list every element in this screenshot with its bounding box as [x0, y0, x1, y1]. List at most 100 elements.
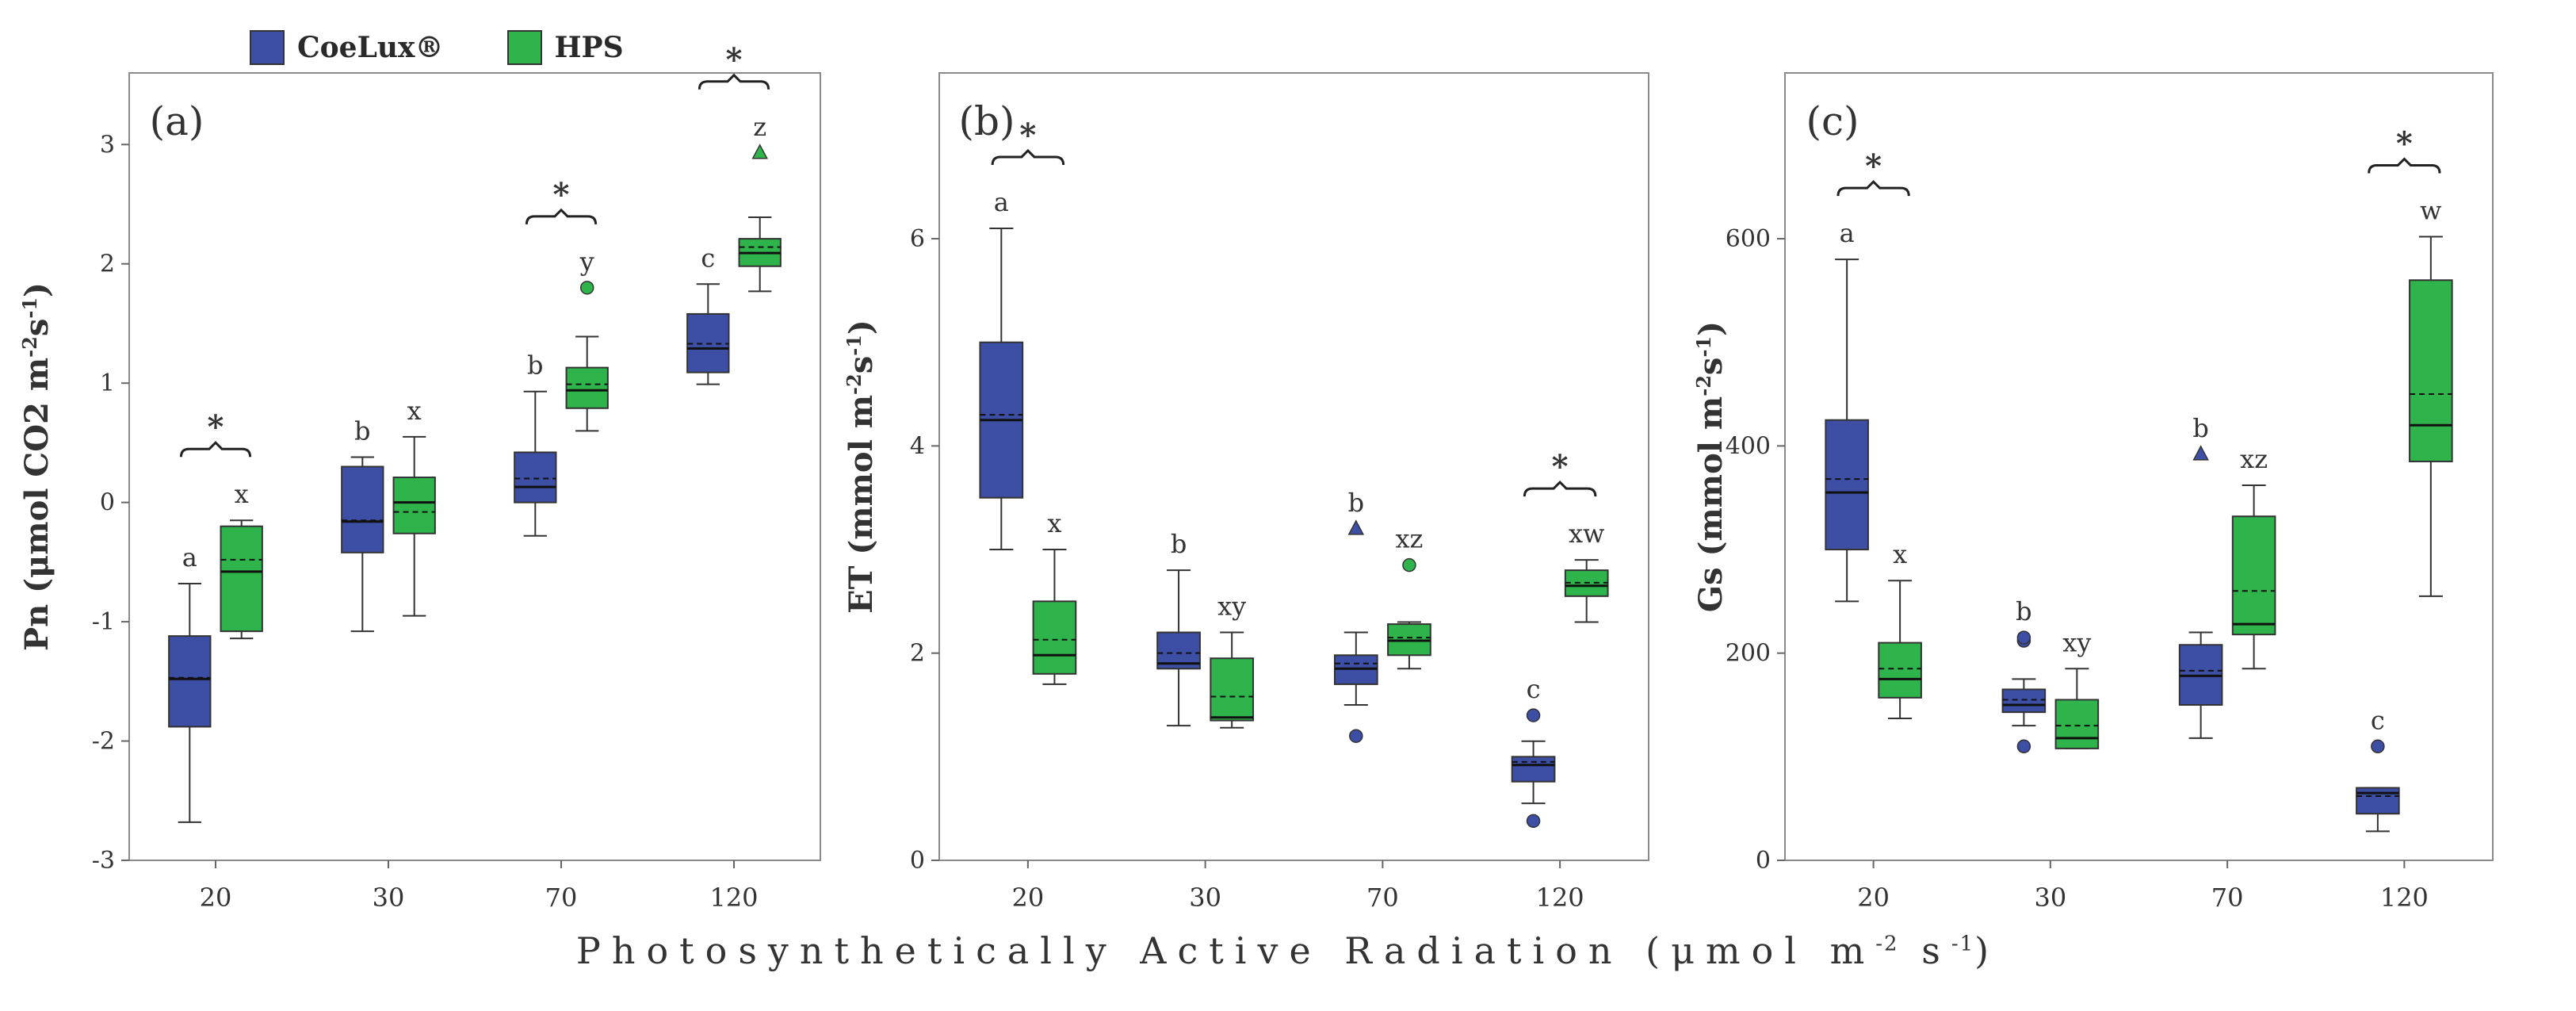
significance-asterisk: * [726, 41, 743, 79]
significance-bracket [698, 73, 770, 90]
legend-label-hps: HPS [554, 31, 624, 64]
box-iqr [220, 525, 263, 633]
box-hps-30: xy [2054, 627, 2100, 749]
outlier-point [1402, 557, 1416, 573]
outlier-point [2016, 739, 2031, 754]
plot-frame [938, 72, 1649, 861]
x-tick-label: 30 [1189, 883, 1221, 913]
panel-label: (a) [150, 98, 204, 144]
legend-swatch-hps [506, 30, 542, 65]
box-iqr [1032, 600, 1077, 675]
plot-frame [1784, 72, 2494, 861]
box-hps-120: w [2409, 195, 2453, 597]
y-axis-label: ET (mmol m-2s-1) [843, 320, 881, 614]
significance-letter: x [1893, 539, 1907, 569]
box-iqr [341, 465, 384, 553]
box-coelux-120: c [686, 243, 730, 385]
x-axis-unit-open: (μmol m [1645, 929, 1876, 972]
y-axis-label: Pn (μmol CO2 m-2s-1) [18, 282, 56, 651]
box-hps-70: xz [2231, 444, 2276, 670]
box-hps-20: x [1032, 508, 1077, 685]
significance-letter: z [753, 112, 766, 142]
y-axis-label-superscript: -1 [1692, 336, 1715, 358]
significance-letter: b [2192, 413, 2208, 443]
legend-item-hps: HPS [506, 30, 624, 65]
outlier-triangle [751, 144, 768, 159]
chart-panel-c: 0 200 400 600 20 30 70 120 (c) Gs (mmol m-2s-1) a b… [1692, 72, 2494, 913]
box-coelux-30: b [341, 416, 384, 633]
significance-letter: xy [2062, 627, 2091, 657]
y-tick-label: -3 [92, 847, 115, 875]
box-coelux-20: a [168, 542, 212, 823]
x-axis-title: Photosynthetically Active Radiation (μmo… [0, 929, 2576, 972]
box-hps-70: y [565, 247, 609, 432]
y-axis-label-part: ) [843, 320, 880, 335]
legend-swatch-coelux [250, 30, 285, 65]
outlier-triangle [2192, 445, 2209, 461]
legend-label-coelux: CoeLux® [297, 31, 444, 64]
x-tick-label: 30 [373, 883, 405, 913]
box-iqr [2356, 787, 2400, 815]
significance-letter: x [235, 479, 249, 509]
box-iqr [2231, 515, 2276, 636]
box-iqr [1511, 756, 1556, 783]
y-tick-label: 1 [100, 370, 115, 397]
y-axis-label-superscript: -1 [843, 335, 866, 356]
significance-letter: c [2371, 705, 2385, 735]
significance-letter: w [2420, 195, 2441, 225]
box-hps-120: xw [1564, 519, 1609, 623]
box-hps-30: xy [1210, 592, 1255, 729]
significance-asterisk: * [208, 408, 224, 446]
y-axis-label-part: ET (mmol m [843, 395, 880, 614]
x-tick-label: 30 [2035, 883, 2067, 913]
y-axis-label-part: s [18, 319, 55, 337]
y-tick-label: 4 [910, 432, 925, 460]
y-tick-label: 0 [1756, 847, 1771, 875]
significance-letter: b [527, 350, 543, 381]
box-coelux-20: a [979, 187, 1024, 551]
outlier-triangle [1347, 519, 1365, 535]
panel-label: (c) [1806, 98, 1859, 144]
y-axis-label-part: s [1692, 358, 1729, 376]
y-tick-label: 3 [100, 131, 115, 159]
x-tick-label: 120 [1536, 883, 1584, 913]
significance-letter: a [1840, 218, 1855, 248]
box-iqr [514, 451, 557, 504]
y-axis-label: Gs (mmol m-2s-1) [1692, 321, 1730, 612]
significance-letter: xw [1569, 519, 1604, 549]
y-tick-label: 400 [1726, 432, 1771, 460]
outlier-point [1349, 729, 1363, 743]
y-axis-label-superscript: -2 [18, 336, 41, 358]
outlier-point [2371, 739, 2385, 754]
box-coelux-70: b [2178, 413, 2223, 739]
x-axis-unit-mid: s [1898, 929, 1951, 972]
box-iqr [1210, 657, 1255, 722]
significance-asterisk: * [553, 176, 570, 213]
x-axis-unit-sup2: -1 [1951, 932, 1975, 956]
y-tick-label: -1 [92, 608, 115, 636]
significance-bracket [179, 441, 252, 458]
box-hps-30: x [392, 396, 436, 617]
x-tick-label: 120 [2380, 883, 2429, 913]
x-tick-label: 120 [709, 883, 758, 913]
significance-letter: xy [1217, 592, 1246, 622]
significance-letter: b [1348, 488, 1364, 518]
significance-letter: y [579, 247, 594, 277]
box-coelux-70: b [514, 350, 557, 537]
y-tick-label: 6 [910, 225, 925, 253]
box-coelux-70: b [1333, 488, 1378, 743]
y-tick-label: 600 [1726, 225, 1771, 253]
significance-letter: xz [2240, 444, 2268, 474]
y-axis-label-superscript: -1 [18, 297, 41, 319]
box-coelux-120: c [2356, 705, 2400, 833]
box-iqr [168, 635, 212, 728]
y-axis-label-superscript: -2 [1692, 375, 1715, 396]
y-axis-label-part: ) [18, 282, 55, 297]
box-iqr [565, 366, 609, 409]
box-coelux-120: c [1511, 674, 1556, 829]
significance-bracket [1523, 480, 1597, 497]
y-axis-label-part: s [843, 356, 880, 374]
y-axis-label-part: Pn (μmol CO2 m [18, 358, 55, 651]
y-tick-label: 200 [1726, 640, 1771, 668]
